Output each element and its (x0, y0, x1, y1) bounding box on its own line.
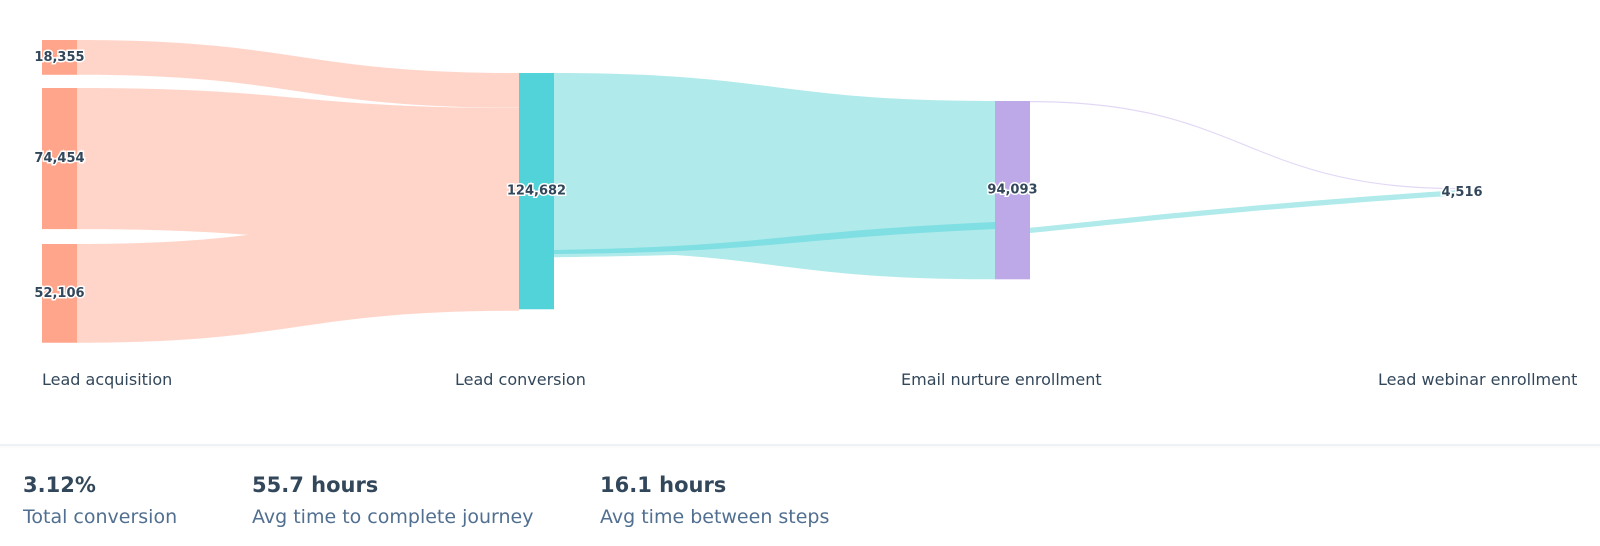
stat-label: Total conversion (23, 506, 178, 528)
node-value-label-acq2: 74,454 (34, 151, 84, 166)
stage-label-0: Lead acquisition (42, 370, 172, 389)
link-acq1-to-conv (77, 40, 519, 108)
node-acq2[interactable] (42, 88, 77, 230)
node-value-label-nurt: 94,093 (987, 183, 1037, 198)
node-value-label-acq1: 18,355 (34, 50, 84, 65)
node-labels-layer: 18,355 74,454 52,106 124,682 94,093 4,516 (33, 48, 1484, 302)
stage-label-1: Lead conversion (455, 370, 586, 389)
summary-stats: 3.12% Total conversion 55.7 hours Avg ti… (0, 446, 1600, 546)
node-nurt[interactable] (995, 101, 1030, 280)
link-acq3-to-conv (77, 212, 519, 343)
stage-label-3: Lead webinar enrollment (1378, 370, 1577, 389)
stat-avg-time-journey: 55.7 hours Avg time to complete journey (252, 472, 534, 529)
node-acq1[interactable] (42, 40, 77, 75)
stat-value: 55.7 hours (252, 473, 379, 497)
node-conv[interactable] (519, 73, 554, 310)
stat-label: Avg time between steps (600, 506, 830, 528)
link-acq2-to-conv (77, 88, 519, 250)
node-value-label-web: 4,516 (1441, 185, 1482, 200)
link-nurt-to-web (1030, 101, 1460, 190)
stat-avg-time-steps: 16.1 hours Avg time between steps (600, 472, 829, 529)
nodes-layer (42, 40, 1030, 343)
stat-label: Avg time to complete journey (252, 506, 534, 528)
stat-value: 16.1 hours (600, 473, 727, 497)
link-conv-to-nurt (554, 73, 995, 280)
link-conv-to-web-overlap (554, 222, 995, 254)
stage-label-2: Email nurture enrollment (901, 370, 1102, 389)
links-layer (77, 40, 1460, 343)
section-divider (0, 444, 1600, 446)
node-acq3[interactable] (42, 244, 77, 343)
node-value-label-conv: 124,682 (507, 184, 566, 199)
node-value-label-acq3: 52,106 (34, 286, 84, 301)
stage-labels-layer: Lead acquisition Lead conversion Email nur… (42, 370, 1577, 389)
stat-value: 3.12% (23, 473, 96, 497)
sankey-chart: 18,355 74,454 52,106 124,682 94,093 4,516 Lea… (33, 40, 1577, 389)
stat-total-conversion: 3.12% Total conversion (23, 472, 177, 529)
